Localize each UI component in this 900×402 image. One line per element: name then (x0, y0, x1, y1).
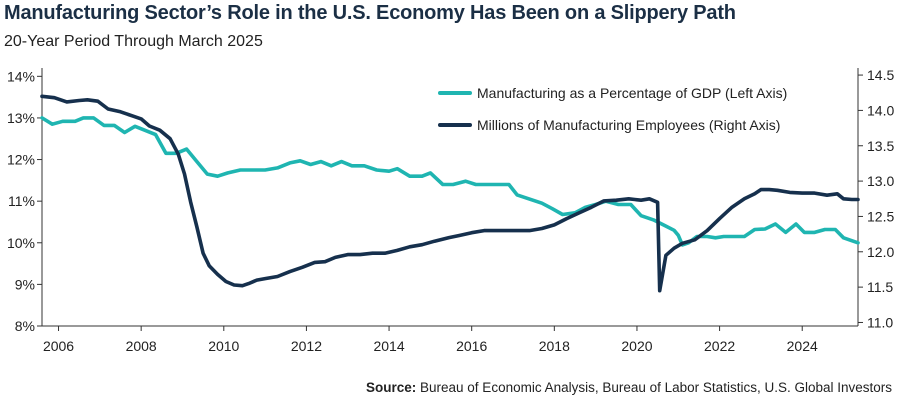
left-tick-label: 11% (8, 193, 35, 209)
right-tick-label: 12.5 (867, 208, 894, 224)
legend-gdp-label: Manufacturing as a Percentage of GDP (Le… (477, 85, 787, 101)
right-tick-label: 13.5 (867, 138, 894, 154)
left-tick-label: 10% (7, 235, 35, 251)
x-tick-label: 2018 (539, 338, 570, 354)
left-tick-label: 14% (7, 68, 35, 84)
left-tick-label: 12% (7, 152, 35, 168)
x-tick-label: 2010 (208, 338, 239, 354)
source-note: Source: Bureau of Economic Analysis, Bur… (366, 380, 892, 395)
left-tick-label: 8% (15, 318, 35, 334)
x-tick-label: 2020 (621, 338, 652, 354)
right-tick-label: 13.0 (867, 173, 894, 189)
source-text: Bureau of Economic Analysis, Bureau of L… (420, 380, 892, 395)
right-tick-label: 12.0 (867, 244, 894, 260)
employees-line (40, 94, 860, 293)
x-tick-label: 2016 (456, 338, 487, 354)
right-tick-label: 11.0 (867, 314, 893, 330)
chart-title: Manufacturing Sector’s Role in the U.S. … (4, 2, 736, 24)
right-tick-label: 14.0 (867, 102, 894, 118)
x-tick-label: 2014 (373, 338, 404, 354)
x-tick-label: 2022 (704, 338, 735, 354)
left-tick-label: 9% (15, 276, 35, 292)
axes-group: 8% 9% 10% 11% 12% 13% 14% 11.0 11.5 12.0 12.5 13.0 1… (7, 67, 894, 354)
left-tick-label: 13% (7, 110, 35, 126)
right-tick-label: 14.5 (867, 67, 894, 83)
legend-employees-label: Millions of Manufacturing Employees (Rig… (477, 117, 780, 133)
x-tick-label: 2012 (291, 338, 322, 354)
gdp-share-line (40, 116, 860, 247)
right-tick-label: 11.5 (867, 279, 893, 295)
source-label: Source: (365, 380, 417, 395)
legend-group: Manufacturing as a Percentage of GDP (Le… (438, 85, 787, 133)
x-tick-label: 2006 (43, 338, 74, 354)
x-tick-label: 2008 (126, 338, 157, 354)
chart-subtitle: 20-Year Period Through March 2025 (4, 33, 263, 50)
x-tick-label: 2024 (787, 338, 818, 354)
series-group (40, 94, 860, 293)
